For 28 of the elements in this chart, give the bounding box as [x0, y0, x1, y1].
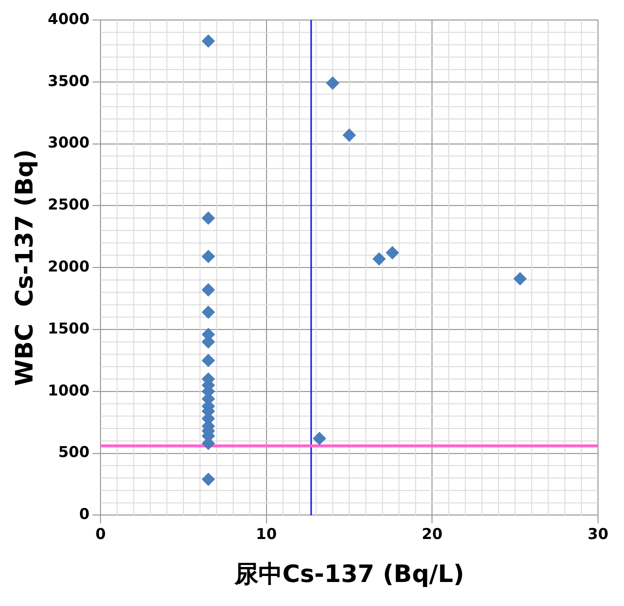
point [202, 306, 215, 319]
y-tick-label: 3500 [48, 72, 90, 90]
x-tick-label: 0 [95, 525, 106, 544]
point [372, 252, 386, 266]
x-tick-label: 10 [256, 525, 277, 544]
x-axis-title: 尿中Cs-137 (Bq/L) [233, 560, 464, 588]
y-tick-label: 500 [58, 443, 90, 462]
point [202, 354, 215, 367]
y-tick-label: 2000 [48, 257, 90, 276]
y-tick-label: 4000 [48, 10, 90, 28]
x-tick-label: 30 [588, 525, 608, 544]
point [342, 128, 356, 142]
point [202, 34, 215, 48]
point [202, 472, 215, 486]
point [386, 246, 399, 260]
point [312, 432, 326, 445]
point [202, 212, 215, 225]
y-tick-label: 1000 [48, 381, 90, 400]
point [202, 250, 215, 263]
y-tick-label: 3000 [48, 134, 90, 152]
point [326, 76, 340, 90]
point [202, 283, 215, 296]
point [514, 272, 527, 286]
y-tick-label: 0 [79, 505, 90, 524]
x-tick-label: 20 [422, 525, 443, 544]
y-tick-label: 1500 [48, 319, 90, 338]
y-tick-label: 2500 [48, 196, 90, 214]
y-axis-title: WBC Cs-137 (Bq) [10, 149, 39, 386]
